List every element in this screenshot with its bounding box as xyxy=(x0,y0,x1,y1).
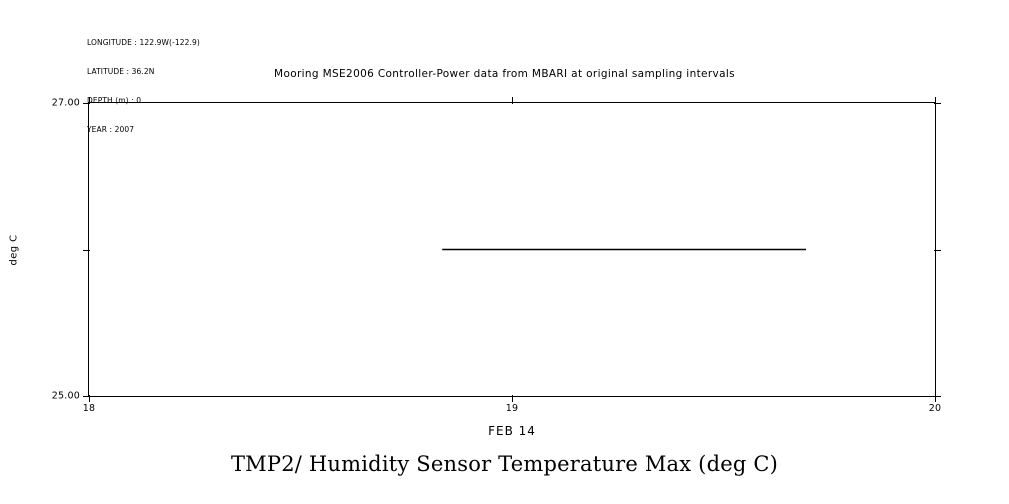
plot-title: Mooring MSE2006 Controller-Power data fr… xyxy=(274,68,735,80)
x-tick-18-bottom xyxy=(89,395,90,402)
x-tick-18-top xyxy=(89,97,90,104)
y-tick-27-right xyxy=(934,103,941,104)
metadata-year: YEAR : 2007 xyxy=(87,124,135,134)
x-axis-title: FEB 14 xyxy=(488,424,536,438)
figure-caption: TMP2/ Humidity Sensor Temperature Max (d… xyxy=(230,452,779,476)
y-axis-title: deg C xyxy=(8,234,20,266)
y-tick-25-right xyxy=(934,396,941,397)
y-tick-26-right xyxy=(934,249,941,251)
data-series-layer xyxy=(89,103,935,396)
metadata-longitude: LONGITUDE : 122.9W(-122.9) xyxy=(87,38,200,48)
y-tick-27-left xyxy=(83,103,90,104)
x-tick-label-18: 18 xyxy=(82,403,96,414)
x-tick-19-bottom xyxy=(512,395,513,402)
y-tick-25-left xyxy=(83,396,90,397)
x-tick-20-top xyxy=(935,97,936,104)
metadata-depth: DEPTH (m) : 0 xyxy=(87,95,142,105)
y-tick-label-25: 25.00 xyxy=(51,390,80,402)
metadata-latitude: LATITUDE : 36.2N xyxy=(87,66,155,76)
x-tick-20-bottom xyxy=(935,395,936,402)
y-tick-26-left xyxy=(83,249,90,251)
x-tick-label-20: 20 xyxy=(928,403,942,414)
metadata-block: LONGITUDE : 122.9W(-122.9) LATITUDE : 36… xyxy=(87,19,200,153)
plot-frame: 27.00 25.00 18 19 20 xyxy=(52,97,941,414)
x-tick-label-19: 19 xyxy=(505,403,519,414)
x-tick-19-top xyxy=(512,97,513,104)
y-tick-label-27: 27.00 xyxy=(51,97,80,109)
